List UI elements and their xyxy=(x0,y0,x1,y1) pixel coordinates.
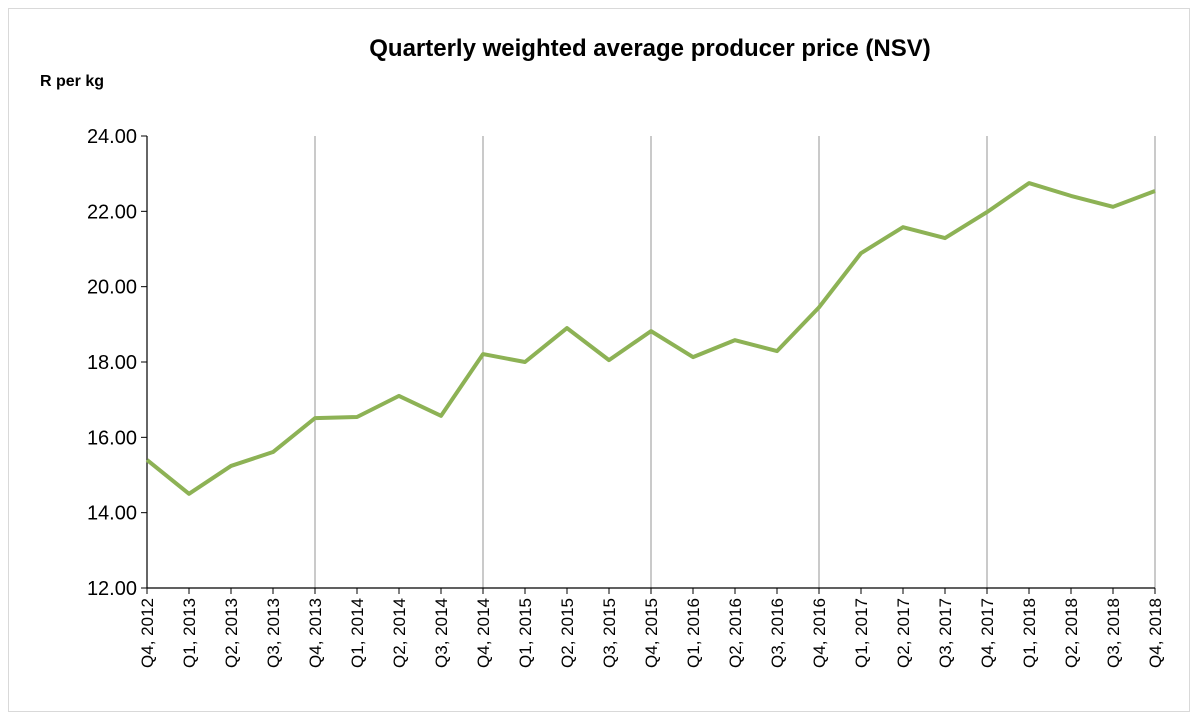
y-tick-label: 14.00 xyxy=(87,503,137,525)
x-tick-label: Q3, 2016 xyxy=(768,598,787,668)
x-tick-label: Q3, 2015 xyxy=(600,598,619,668)
x-tick-label: Q1, 2013 xyxy=(180,598,199,668)
x-tick-label: Q4, 2017 xyxy=(978,598,997,668)
x-tick-label: Q3, 2018 xyxy=(1104,598,1123,668)
x-tick-label: Q2, 2014 xyxy=(390,598,409,668)
x-tick-label: Q1, 2018 xyxy=(1020,598,1039,668)
y-tick-label: 12.00 xyxy=(87,578,137,600)
y-tick-label: 16.00 xyxy=(87,427,137,449)
x-tick-label: Q4, 2015 xyxy=(642,598,661,668)
x-tick-label: Q4, 2018 xyxy=(1146,598,1165,668)
line-series xyxy=(145,181,1156,496)
y-tick-label: 18.00 xyxy=(87,352,137,374)
chart-title: Quarterly weighted average producer pric… xyxy=(369,35,931,62)
x-tick-label: Q3, 2017 xyxy=(936,598,955,668)
x-tick-label: Q2, 2015 xyxy=(558,598,577,668)
x-tick-label: Q4, 2012 xyxy=(138,598,157,668)
x-tick-label: Q2, 2018 xyxy=(1062,598,1081,668)
x-tick-label: Q4, 2013 xyxy=(306,598,325,668)
y-tick-label: 24.00 xyxy=(87,126,137,148)
x-tick-label: Q4, 2016 xyxy=(810,598,829,668)
x-tick-label: Q4, 2014 xyxy=(474,598,493,668)
x-tick-label: Q3, 2014 xyxy=(432,598,451,668)
chart-border xyxy=(8,8,1190,712)
x-tick-label: Q1, 2014 xyxy=(348,598,367,668)
x-tick-label: Q3, 2013 xyxy=(264,598,283,668)
x-tick-label: Q2, 2017 xyxy=(894,598,913,668)
x-tick-label: Q2, 2013 xyxy=(222,598,241,668)
x-tick-label: Q1, 2015 xyxy=(516,598,535,668)
x-tick-label: Q2, 2016 xyxy=(726,598,745,668)
x-tick-label: Q1, 2017 xyxy=(852,598,871,668)
x-tick-label: Q1, 2016 xyxy=(684,598,703,668)
y-axis-title: R per kg xyxy=(40,73,104,90)
y-tick-label: 20.00 xyxy=(87,277,137,299)
y-tick-label: 22.00 xyxy=(87,201,137,223)
